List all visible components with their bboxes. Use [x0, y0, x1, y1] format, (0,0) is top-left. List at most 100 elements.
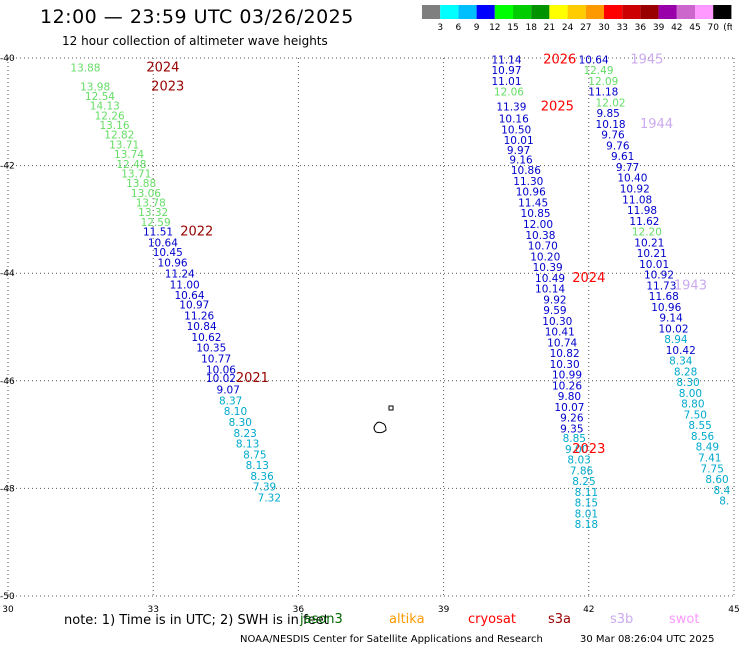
footer-note: note: 1) Time is in UTC; 2) SWH is in fe… [64, 613, 329, 628]
wave-height-label: 11.39 [496, 102, 526, 114]
colorbar-unit: (ft) [723, 23, 732, 33]
x-tick-label: 45 [728, 605, 739, 612]
time-label: 1945 [630, 52, 663, 67]
time-label: 2021 [236, 371, 269, 386]
colorbar-swatch [476, 5, 495, 19]
satellite-legend-jason3: jason3 [300, 612, 343, 627]
colorbar-swatch [604, 5, 623, 19]
wave-height-label: 8.13 [236, 439, 259, 451]
wave-height-label: 13.71 [109, 139, 139, 151]
wave-height-label: 13.16 [99, 120, 129, 132]
colorbar-swatch [458, 5, 477, 19]
wave-height-label: 12.48 [116, 159, 146, 171]
wave-height-label: 11.45 [518, 197, 548, 209]
colorbar-swatch [676, 5, 695, 19]
wave-height-label: 11.00 [170, 279, 200, 291]
time-label: 2025 [541, 100, 574, 115]
wave-height-label: 8.56 [691, 431, 715, 443]
chart-title: 12:00 — 23:59 UTC 03/26/2025 [40, 6, 354, 28]
wave-height-label: 13.71 [121, 168, 151, 180]
colorbar-tick-label: 36 [635, 23, 647, 33]
wave-height-label: 7.75 [701, 463, 724, 475]
colorbar-tick-label: 12 [489, 23, 500, 33]
wave-height-label: 8.25 [572, 476, 595, 488]
time-label: 1944 [640, 117, 673, 132]
wave-height-label: 8.18 [575, 519, 598, 531]
x-tick-label: 30 [2, 605, 14, 612]
time-label: 2022 [180, 225, 213, 240]
x-tick-label: 39 [438, 605, 450, 612]
wave-height-label: 12.54 [85, 91, 115, 103]
wave-height-label: 11.24 [165, 269, 195, 281]
wave-height-label: 8.85 [563, 433, 586, 445]
colorbar-tick-label: 3 [437, 23, 443, 33]
colorbar-swatch [585, 5, 604, 19]
colorbar-swatch [658, 5, 677, 19]
time-label: 2024 [146, 60, 179, 75]
y-tick-label: -40 [0, 54, 15, 64]
wave-height-label: 8.23 [233, 428, 256, 440]
wave-height-label: 10.84 [187, 321, 217, 333]
satellite-legend-s3a: s3a [548, 612, 572, 627]
time-label: 1943 [674, 278, 707, 293]
wave-height-label: 10.74 [547, 337, 577, 349]
colorbar-tick-label: 70 [707, 23, 719, 33]
time-label: 2023 [572, 442, 605, 457]
colorbar-tick-label: 6 [456, 23, 462, 33]
wave-height-label: 10.16 [499, 114, 529, 126]
wave-height-label: 10.42 [666, 345, 696, 357]
wave-height-label: 13.74 [114, 149, 144, 161]
wave-height-label: 8.4 [714, 485, 731, 497]
colorbar-swatch [422, 5, 441, 19]
wave-height-label: 10.96 [516, 187, 546, 199]
colorbar-swatch [622, 5, 641, 19]
wave-height-label: 9.80 [558, 391, 581, 403]
colorbar-tick-label: 15 [507, 23, 518, 33]
chart-subtitle: 12 hour collection of altimeter wave hei… [62, 34, 328, 48]
wave-height-label: 9.97 [507, 145, 530, 157]
colorbar-swatch [640, 5, 659, 19]
wave-height-label: 8.13 [246, 460, 269, 472]
colorbar-swatch [549, 5, 568, 19]
wave-height-label: 10.49 [535, 273, 565, 285]
wave-height-label: 10.96 [158, 258, 188, 270]
wave-height-label: 8.80 [681, 399, 704, 411]
colorbar-tick-label: 21 [544, 23, 555, 33]
wave-height-label: 10.97 [179, 300, 209, 312]
wave-height-label: 12.26 [95, 110, 125, 122]
colorbar-tick-label: 24 [562, 23, 574, 33]
timestamp-text: 30 Mar 08:26:04 UTC 2025 [580, 634, 715, 645]
wave-height-label: 13.06 [131, 188, 161, 200]
wave-height-label: 10.01 [639, 259, 669, 271]
wave-height-label: 8.49 [696, 442, 719, 454]
wave-height-label: 10.64 [174, 290, 204, 302]
wave-height-label: 8.55 [688, 420, 711, 432]
y-tick-label: -46 [0, 377, 15, 387]
wave-height-label: 9.92 [543, 294, 566, 306]
wave-height-label: 10.39 [533, 262, 563, 274]
colorbar-swatch [513, 5, 532, 19]
wave-height-label: 10.07 [554, 402, 584, 414]
satellite-legend-altika: altika [389, 612, 425, 627]
wave-height-label: 11.14 [491, 54, 521, 66]
wave-height-label: 7.86 [570, 465, 594, 477]
wave-height-label: 7.41 [698, 453, 721, 465]
wave-height-label: 13.98 [80, 81, 110, 93]
wave-height-label: 10.45 [153, 247, 183, 259]
wave-height-label: 8. [719, 496, 729, 508]
wave-height-label: 13.78 [136, 197, 166, 209]
wave-height-label: 10.97 [491, 65, 521, 77]
wave-height-label: 10.64 [579, 54, 609, 66]
wave-height-label: 11.68 [649, 291, 679, 303]
wave-height-label: 10.02 [658, 323, 688, 335]
wave-height-label: 10.96 [651, 302, 681, 314]
wave-height-label: 12.49 [583, 65, 613, 77]
wave-height-label: 9.76 [601, 130, 625, 142]
wave-height-label: 14.13 [90, 101, 120, 113]
time-label: 2023 [151, 79, 184, 94]
colorbar-tick-label: 9 [474, 23, 480, 33]
wave-height-label: 11.01 [491, 76, 521, 88]
wave-height-label: 10.06 [206, 364, 236, 376]
wave-height-label: 10.85 [521, 208, 551, 220]
